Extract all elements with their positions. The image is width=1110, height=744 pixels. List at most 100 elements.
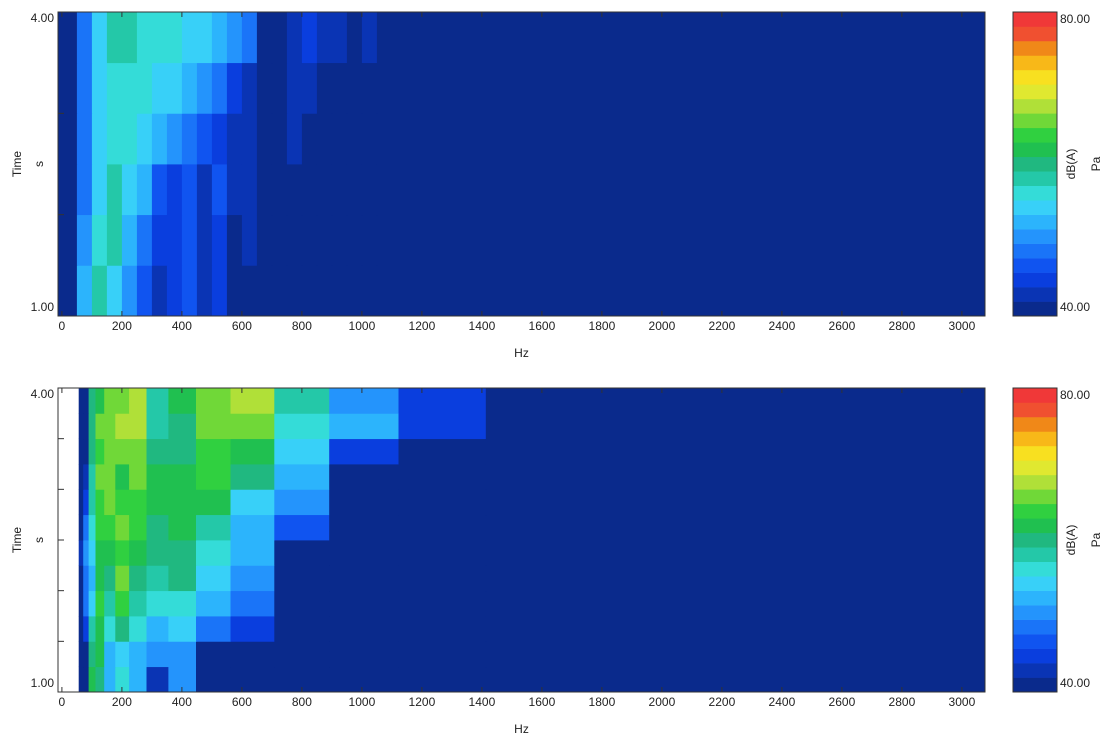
heatmap-cell	[115, 413, 129, 439]
colorbar-segment	[1013, 417, 1057, 432]
x-tick-label: 1000	[349, 319, 376, 333]
colorbar-segment	[1013, 273, 1057, 288]
heatmap-cell	[182, 215, 197, 266]
heatmap-cell	[104, 616, 116, 642]
heatmap-cell	[377, 215, 986, 266]
x-tick-label: 1800	[589, 319, 616, 333]
x-tick-label: 0	[59, 319, 66, 333]
heatmap-cell	[58, 265, 77, 316]
heatmap-cell	[89, 439, 96, 465]
x-tick-label: 2800	[889, 319, 916, 333]
heatmap-cell	[302, 113, 317, 164]
heatmap-cell	[377, 113, 986, 164]
heatmap-cell	[362, 12, 377, 63]
y-tick-label: 1.00	[31, 300, 55, 314]
heatmap-cell	[274, 515, 329, 541]
heatmap-panel: 0200400600800100012001400160018002000220…	[10, 387, 1103, 736]
colorbar-segment	[1013, 591, 1057, 606]
heatmap-cell	[167, 12, 182, 63]
heatmap-cell	[147, 413, 169, 439]
heatmap-cell	[96, 616, 105, 642]
x-tick-label: 1600	[529, 319, 556, 333]
heatmap-cell	[122, 265, 137, 316]
x-tick-label: 800	[292, 319, 312, 333]
heatmap-cell	[58, 113, 77, 164]
heatmap-cell	[79, 540, 84, 566]
heatmap-cell	[196, 439, 231, 465]
colorbar-segment	[1013, 489, 1057, 504]
heatmap-cell	[58, 164, 77, 215]
heatmap-cell	[89, 464, 96, 490]
colorbar-segment	[1013, 678, 1057, 693]
x-tick-label: 2200	[709, 319, 736, 333]
heatmap-cell	[147, 565, 169, 591]
heatmap-cell	[329, 591, 399, 617]
heatmap-cell	[272, 265, 287, 316]
heatmap-cell	[92, 113, 107, 164]
heatmap-cell	[317, 164, 332, 215]
heatmap-cell	[329, 388, 399, 414]
heatmap-cell	[257, 265, 272, 316]
heatmap-cell	[231, 616, 275, 642]
heatmap-cell	[486, 616, 986, 642]
colorbar-segment	[1013, 229, 1057, 244]
heatmap-cell	[287, 215, 302, 266]
heatmap-cell	[167, 63, 182, 114]
heatmap-cell	[115, 515, 129, 541]
heatmap-cell	[168, 641, 196, 667]
heatmap-cell	[274, 591, 329, 617]
heatmap-cell	[58, 12, 77, 63]
heatmap-cell	[107, 265, 122, 316]
heatmap-cell	[197, 63, 212, 114]
heatmap-cell	[129, 540, 147, 566]
heatmap-cell	[197, 12, 212, 63]
heatmap-cell	[79, 388, 84, 414]
heatmap-cell	[302, 12, 317, 63]
heatmap-cell	[96, 388, 105, 414]
heatmap-cell	[107, 215, 122, 266]
heatmap-cell	[399, 439, 487, 465]
heatmap-cell	[79, 667, 84, 693]
heatmap-cell	[231, 515, 275, 541]
heatmap-cell	[167, 113, 182, 164]
heatmap-cell	[83, 616, 89, 642]
heatmap-cell	[332, 215, 347, 266]
heatmap-cell	[347, 164, 362, 215]
heatmap-cell	[168, 464, 196, 490]
heatmap-cell	[227, 12, 242, 63]
heatmap-cell	[486, 413, 986, 439]
x-tick-label: 1400	[469, 319, 496, 333]
heatmap-cell	[147, 515, 169, 541]
heatmap-cell	[168, 489, 196, 515]
colorbar-segment	[1013, 431, 1057, 446]
colorbar-segment	[1013, 157, 1057, 172]
colorbar-segment	[1013, 171, 1057, 186]
heatmap-cell	[231, 489, 275, 515]
heatmap-cell	[317, 215, 332, 266]
heatmap-cell	[242, 164, 257, 215]
heatmap-cell	[168, 540, 196, 566]
colorbar-segment	[1013, 84, 1057, 99]
heatmap-cell	[129, 641, 147, 667]
heatmap-cell	[104, 591, 116, 617]
heatmap-cell	[212, 113, 227, 164]
x-tick-label: 200	[112, 319, 132, 333]
heatmap-cell	[196, 489, 231, 515]
heatmap-cell	[231, 565, 275, 591]
heatmap-cell	[152, 265, 167, 316]
heatmap-cell	[147, 439, 169, 465]
heatmap-cell	[129, 565, 147, 591]
heatmap-cell	[137, 164, 152, 215]
heatmap-cell	[77, 265, 92, 316]
heatmap-cell	[129, 439, 147, 465]
heatmap-cell	[486, 565, 986, 591]
y-axis-unit: s	[32, 537, 46, 543]
heatmap-cell	[147, 641, 169, 667]
heatmap-cell	[399, 540, 487, 566]
heatmap-cell	[486, 464, 986, 490]
heatmap-cell	[152, 164, 167, 215]
x-tick-label: 800	[292, 695, 312, 709]
heatmap-cell	[89, 540, 96, 566]
heatmap-cell	[332, 63, 347, 114]
